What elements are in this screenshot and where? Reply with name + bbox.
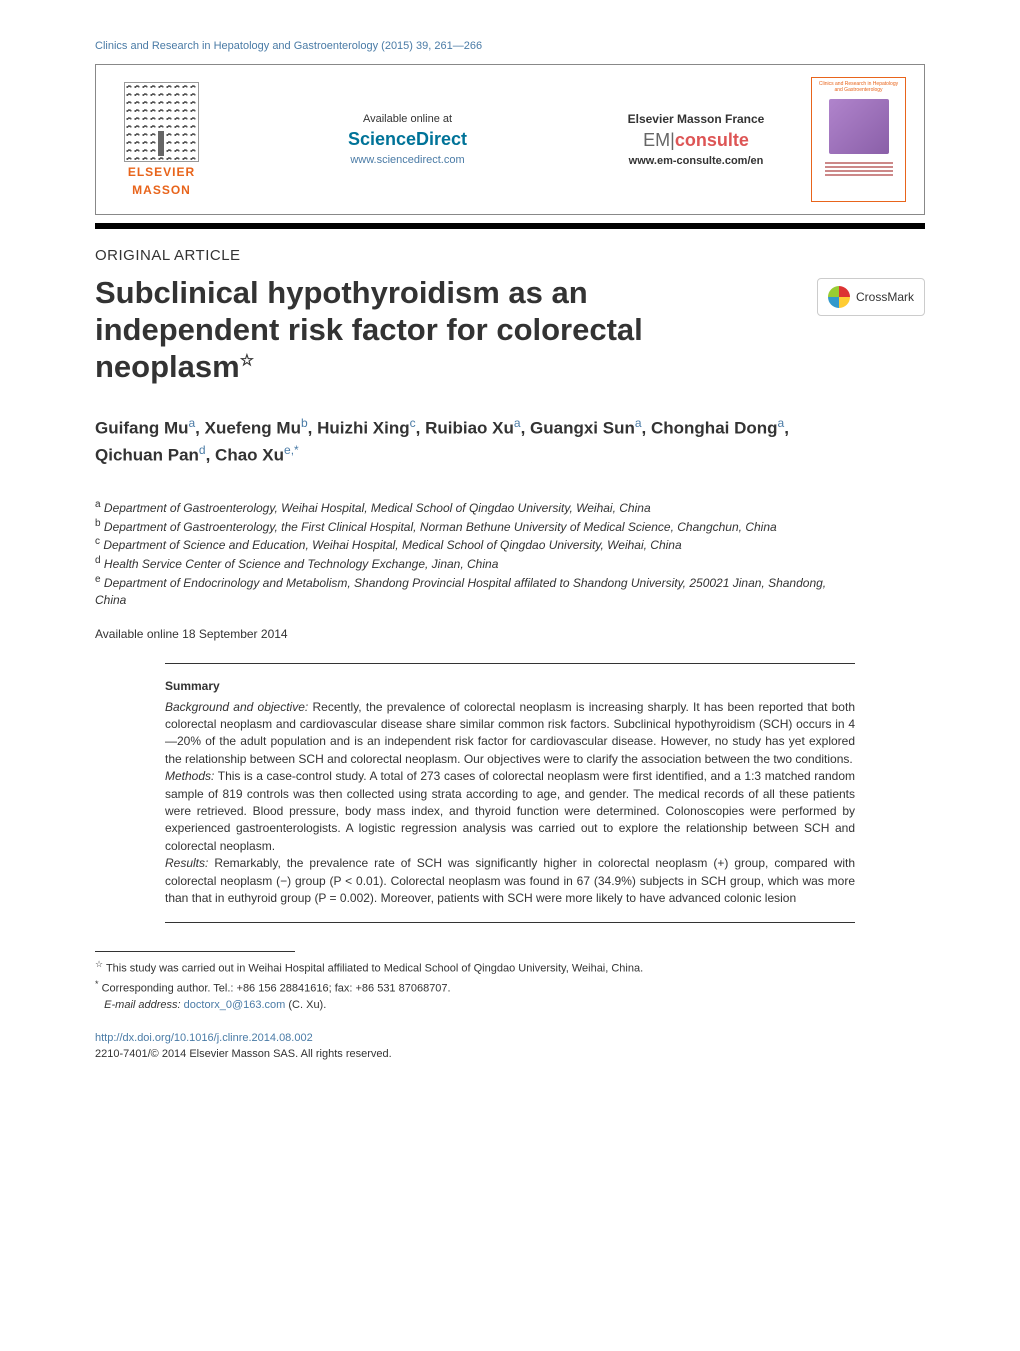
available-online-date: Available online 18 September 2014 — [95, 627, 925, 641]
footnote-email: E-mail address: doctorx_0@163.com (C. Xu… — [95, 997, 925, 1014]
black-divider-rule — [95, 223, 925, 229]
elsevier-masson-france-label: Elsevier Masson France — [628, 112, 765, 126]
affiliation-b: b Department of Gastroenterology, the Fi… — [95, 517, 855, 536]
sciencedirect-logo: ScienceDirect — [348, 129, 467, 150]
background-label: Background and objective: — [165, 700, 308, 714]
article-title: Subclinical hypothyroidism as an indepen… — [95, 274, 735, 386]
elsevier-tree-icon — [124, 82, 199, 162]
running-header: Clinics and Research in Hepatology and G… — [95, 40, 925, 52]
sciencedirect-url[interactable]: www.sciencedirect.com — [350, 154, 464, 166]
journal-header-box: ELSEVIER MASSON Available online at Scie… — [95, 64, 925, 215]
abstract-text: Background and objective: Recently, the … — [165, 699, 855, 908]
emconsulte-url[interactable]: www.em-consulte.com/en — [629, 155, 764, 167]
cover-image-icon — [829, 99, 889, 154]
footnote-rule — [95, 951, 295, 952]
available-at-label: Available online at — [363, 113, 452, 125]
affiliation-c: c Department of Science and Education, W… — [95, 535, 855, 554]
footnote-study: ☆ This study was carried out in Weihai H… — [95, 958, 925, 977]
crossmark-badge[interactable]: CrossMark — [817, 278, 925, 316]
affiliations-block: a Department of Gastroenterology, Weihai… — [95, 498, 855, 609]
results-label: Results: — [165, 856, 208, 870]
cover-text-lines — [825, 160, 893, 178]
title-text: Subclinical hypothyroidism as an indepen… — [95, 275, 643, 384]
emconsulte-logo: EM|consulte — [643, 130, 749, 151]
footnotes-block: ☆ This study was carried out in Weihai H… — [95, 958, 925, 1013]
title-footnote-marker: ☆ — [240, 353, 254, 370]
journal-cover-thumbnail: Clinics and Research in Hepatology and G… — [811, 77, 906, 202]
abstract-box: Summary Background and objective: Recent… — [165, 663, 855, 924]
methods-text: This is a case-control study. A total of… — [165, 769, 855, 853]
sciencedirect-block: Available online at ScienceDirect www.sc… — [234, 113, 581, 166]
affiliation-d: d Health Service Center of Science and T… — [95, 554, 855, 573]
crossmark-icon — [828, 286, 850, 308]
results-text: Remarkably, the prevalence rate of SCH w… — [165, 856, 855, 905]
crossmark-label: CrossMark — [856, 290, 914, 304]
footnote-corresponding: * Corresponding author. Tel.: +86 156 28… — [95, 978, 925, 997]
consulte-word: consulte — [675, 130, 749, 150]
author-list: Guifang Mua, Xuefeng Mub, Huizhi Xingc, … — [95, 414, 835, 468]
methods-label: Methods: — [165, 769, 214, 783]
elsevier-masson-logo: ELSEVIER MASSON — [114, 82, 209, 197]
email-link[interactable]: doctorx_0@163.com — [184, 999, 286, 1011]
summary-heading: Summary — [165, 679, 855, 693]
affiliation-e: e Department of Endocrinology and Metabo… — [95, 573, 855, 609]
article-type-label: ORIGINAL ARTICLE — [95, 247, 925, 264]
affiliation-a: a Department of Gastroenterology, Weihai… — [95, 498, 855, 517]
emconsulte-block: Elsevier Masson France EM|consulte www.e… — [606, 112, 786, 167]
em-prefix: EM — [643, 130, 670, 150]
doi-link[interactable]: http://dx.doi.org/10.1016/j.clinre.2014.… — [95, 1031, 925, 1046]
cover-title: Clinics and Research in Hepatology and G… — [816, 82, 901, 93]
doi-copyright-block: http://dx.doi.org/10.1016/j.clinre.2014.… — [95, 1031, 925, 1062]
copyright-line: 2210-7401/© 2014 Elsevier Masson SAS. Al… — [95, 1047, 925, 1062]
elsevier-label: ELSEVIER — [128, 166, 195, 179]
title-row: Subclinical hypothyroidism as an indepen… — [95, 274, 925, 386]
masson-label: MASSON — [132, 183, 191, 197]
